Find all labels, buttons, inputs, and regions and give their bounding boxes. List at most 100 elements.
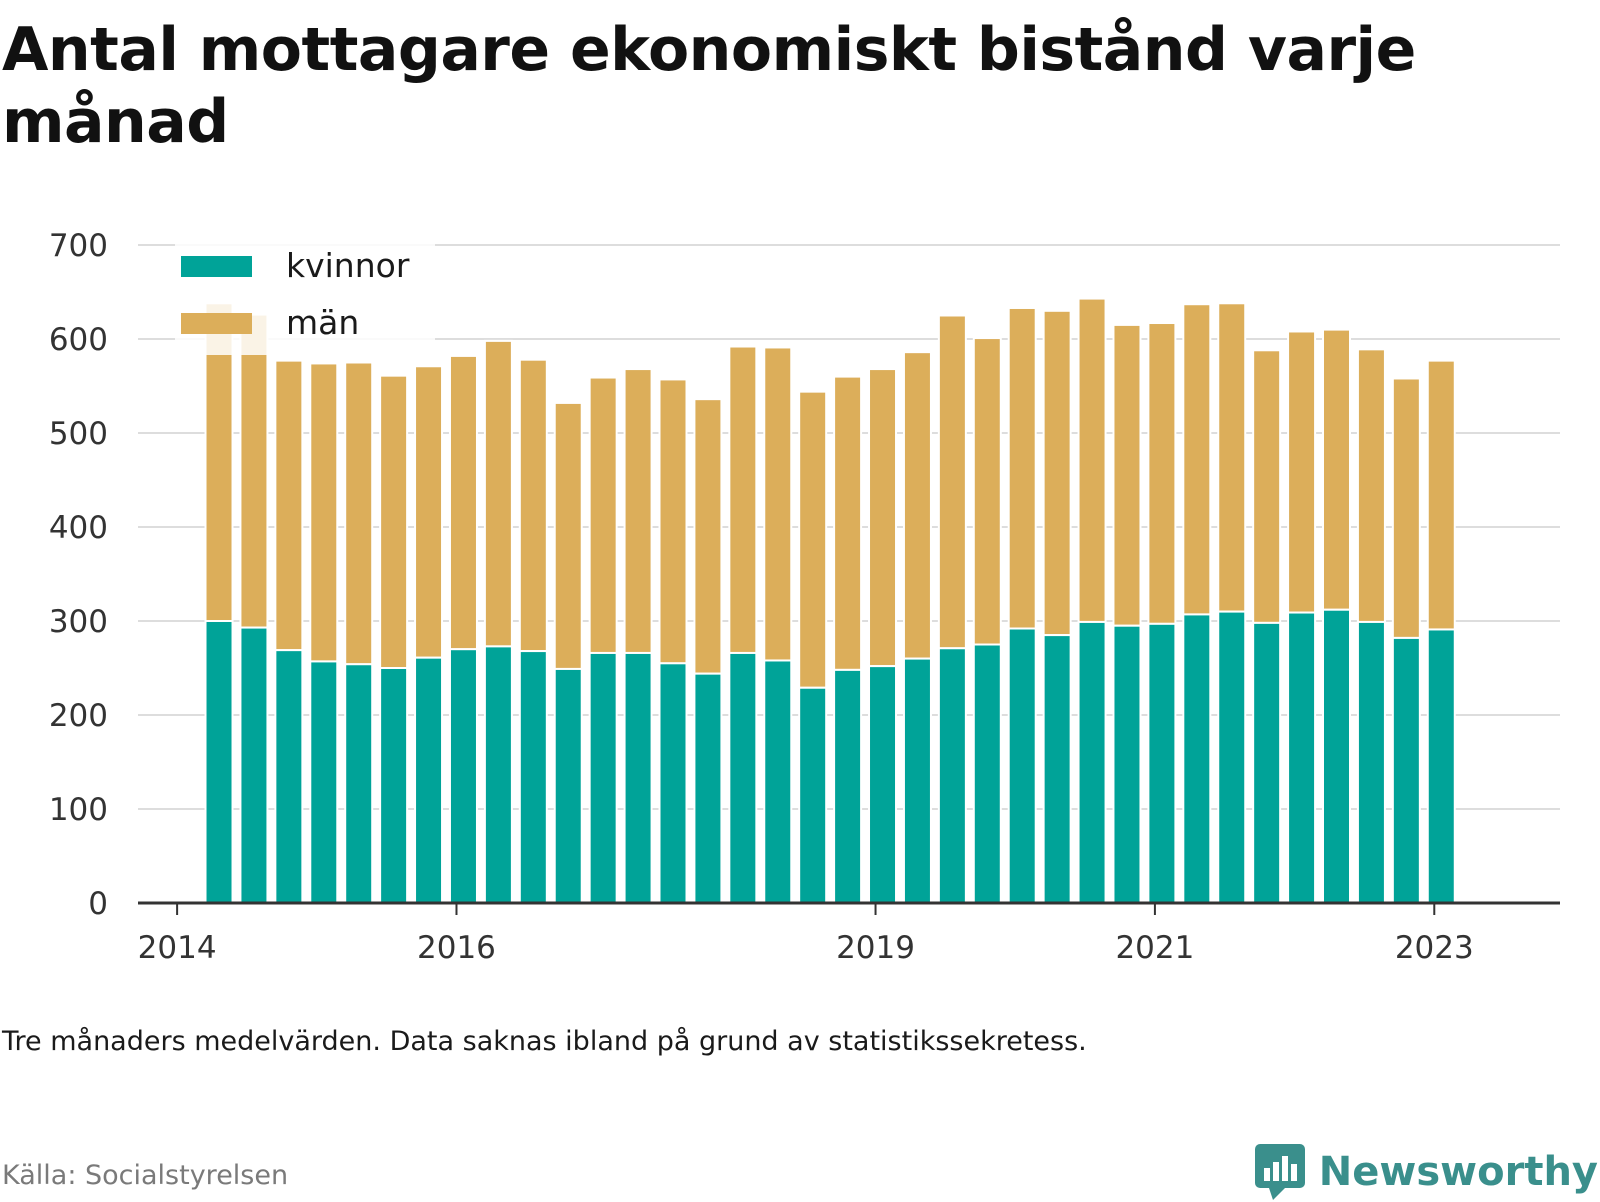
bar-kvinnor bbox=[239, 626, 269, 905]
bar-kvinnor bbox=[833, 668, 863, 904]
y-tick-label: 500 bbox=[49, 416, 108, 452]
bar-kvinnor bbox=[623, 651, 653, 905]
bar-man bbox=[483, 339, 513, 648]
bar-chart-speech-bubble-icon bbox=[1254, 1144, 1305, 1200]
bar-kvinnor bbox=[1112, 624, 1142, 904]
bar-kvinnor bbox=[868, 665, 898, 904]
bar-kvinnor bbox=[483, 645, 513, 904]
bar-man bbox=[518, 358, 548, 653]
bar-man bbox=[902, 351, 932, 660]
bar-man bbox=[1112, 323, 1142, 627]
bar-kvinnor bbox=[658, 662, 688, 904]
bars bbox=[204, 297, 1456, 905]
bar-man bbox=[1287, 330, 1317, 614]
x-tick-label: 2021 bbox=[1115, 930, 1194, 966]
bar-man bbox=[868, 368, 898, 668]
bar-man bbox=[344, 361, 374, 666]
y-tick-label: 200 bbox=[49, 698, 108, 734]
y-tick-label: 600 bbox=[49, 322, 108, 358]
bar-man bbox=[1426, 359, 1456, 631]
bar-man bbox=[274, 359, 304, 652]
bar-kvinnor bbox=[518, 650, 548, 905]
x-tick-label: 2016 bbox=[417, 930, 496, 966]
bar-man bbox=[1147, 322, 1177, 625]
bar-kvinnor bbox=[1007, 627, 1037, 905]
bar-kvinnor bbox=[1356, 620, 1386, 904]
y-tick-label: 400 bbox=[49, 510, 108, 546]
brand-name: Newsworthy bbox=[1318, 1149, 1598, 1195]
bar-kvinnor bbox=[309, 660, 339, 904]
bar-man bbox=[204, 302, 234, 622]
brand-logo: Newsworthy bbox=[1254, 1142, 1598, 1202]
bar-kvinnor bbox=[204, 620, 234, 904]
y-axis-ticks: 0 100 200 300 400 500 600 700 bbox=[49, 228, 108, 922]
bar-kvinnor bbox=[763, 659, 793, 904]
bar-man bbox=[379, 374, 409, 669]
bar-man bbox=[1356, 348, 1386, 623]
bar-kvinnor bbox=[693, 672, 723, 905]
bar-kvinnor bbox=[344, 663, 374, 904]
bar-man bbox=[309, 362, 339, 663]
bar-kvinnor bbox=[728, 651, 758, 905]
bar-man bbox=[1182, 303, 1212, 616]
chart-note: Tre månaders medelvärden. Data saknas ib… bbox=[2, 1026, 1087, 1057]
source-credit: Källa: Socialstyrelsen bbox=[2, 1160, 289, 1191]
bar-man bbox=[1077, 297, 1107, 623]
bar-kvinnor bbox=[1217, 610, 1247, 904]
chart-title: Antal mottagare ekonomiskt bistånd varje… bbox=[2, 15, 1416, 157]
bar-man bbox=[1217, 302, 1247, 613]
bar-kvinnor bbox=[414, 656, 444, 904]
bar-kvinnor bbox=[902, 657, 932, 904]
bar-man bbox=[239, 313, 269, 629]
bar-man bbox=[693, 398, 723, 675]
y-tick-label: 100 bbox=[49, 792, 108, 828]
bar-kvinnor bbox=[448, 648, 478, 905]
bar-man bbox=[1042, 309, 1072, 637]
bar-kvinnor bbox=[588, 651, 618, 905]
bar-kvinnor bbox=[1322, 608, 1352, 904]
bar-man bbox=[728, 345, 758, 654]
bar-kvinnor bbox=[1042, 634, 1072, 904]
bar-man bbox=[1391, 377, 1421, 639]
bar-man bbox=[763, 346, 793, 662]
bar-man bbox=[553, 401, 583, 670]
bar-man bbox=[798, 390, 828, 689]
x-axis: 2014 2016 2019 2021 2023 bbox=[138, 901, 1560, 966]
bar-man bbox=[1322, 328, 1352, 611]
bar-kvinnor bbox=[1182, 613, 1212, 904]
bar-kvinnor bbox=[972, 643, 1002, 904]
bar-man bbox=[448, 354, 478, 651]
bar-man bbox=[1007, 306, 1037, 630]
y-tick-label: 300 bbox=[49, 604, 108, 640]
bar-man bbox=[588, 376, 618, 654]
bar-man bbox=[658, 378, 688, 665]
bar-man bbox=[972, 337, 1002, 646]
legend-label: kvinnor bbox=[286, 246, 410, 285]
y-tick-label: 0 bbox=[88, 886, 108, 922]
bar-kvinnor bbox=[798, 686, 828, 904]
legend-swatch bbox=[181, 313, 252, 334]
bar-man bbox=[1252, 349, 1282, 624]
bar-kvinnor bbox=[1077, 620, 1107, 904]
bar-kvinnor bbox=[379, 667, 409, 904]
bar-man bbox=[937, 314, 967, 650]
bar-man bbox=[623, 368, 653, 654]
bar-kvinnor bbox=[937, 647, 967, 905]
bar-kvinnor bbox=[1391, 636, 1421, 904]
legend: kvinnor män bbox=[175, 243, 435, 355]
bar-kvinnor bbox=[1426, 628, 1456, 905]
bar-man bbox=[833, 375, 863, 671]
bar-kvinnor bbox=[1252, 621, 1282, 904]
legend-label: män bbox=[286, 303, 359, 342]
legend-swatch bbox=[181, 256, 252, 277]
x-tick-label: 2023 bbox=[1395, 930, 1474, 966]
bar-kvinnor bbox=[1287, 611, 1317, 904]
bar-kvinnor bbox=[553, 667, 583, 904]
bar-kvinnor bbox=[1147, 622, 1177, 904]
bar-kvinnor bbox=[274, 649, 304, 905]
x-tick-label: 2014 bbox=[138, 930, 217, 966]
x-tick-label: 2019 bbox=[836, 930, 915, 966]
bar-man bbox=[414, 365, 444, 659]
y-tick-label: 700 bbox=[49, 228, 108, 264]
